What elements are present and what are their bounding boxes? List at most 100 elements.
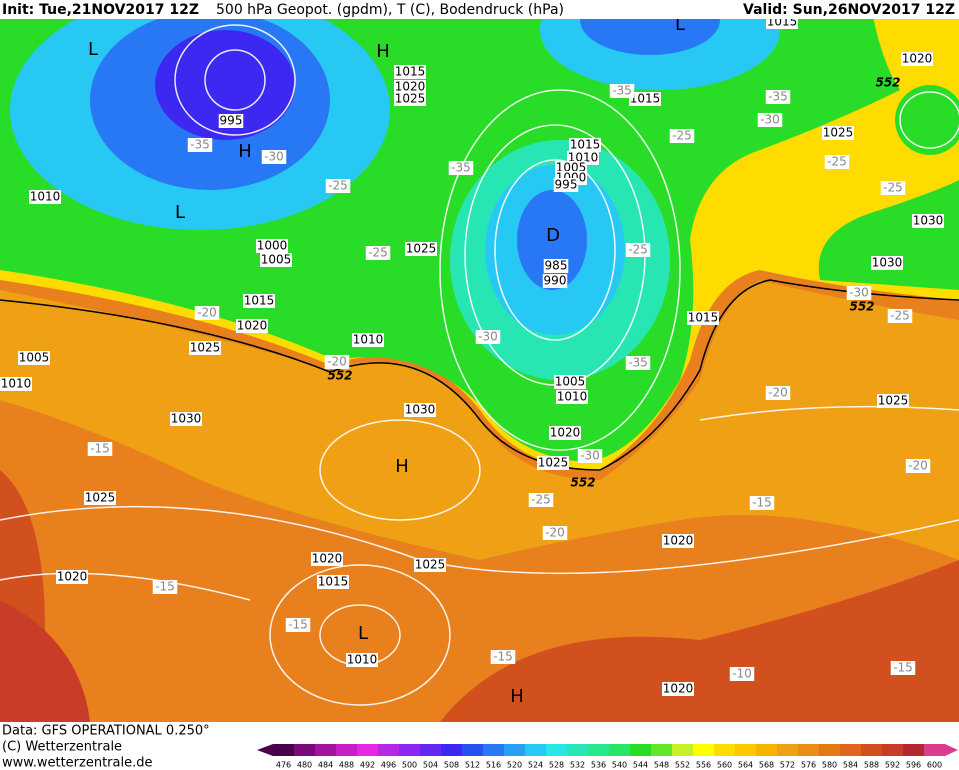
colorbar-label: 480 xyxy=(297,761,312,770)
colorbar-label: 552 xyxy=(675,761,690,770)
label-box xyxy=(822,126,854,140)
temperature-label: -15 xyxy=(90,442,110,456)
map-labels: L HHLDHLHL1015102010259951010100010051015… xyxy=(0,14,944,707)
pressure-center: H xyxy=(376,41,390,62)
temperature-label: -25 xyxy=(368,246,388,260)
label-box xyxy=(662,682,694,696)
label-box xyxy=(625,356,651,370)
temperature-label: -35 xyxy=(451,161,471,175)
colorbar-label: 556 xyxy=(696,761,711,770)
label-box xyxy=(887,309,913,323)
label-box xyxy=(0,377,32,391)
isobar-label: 1005 xyxy=(261,253,292,267)
colorbar-cell xyxy=(525,744,546,756)
label-box xyxy=(405,242,437,256)
label-box xyxy=(554,375,586,389)
isobar-label: 1005 xyxy=(19,351,50,365)
label-box xyxy=(394,65,426,79)
isobar-label: 1030 xyxy=(405,403,436,417)
isobar-label: 1020 xyxy=(550,426,581,440)
temperature-label: -10 xyxy=(732,667,752,681)
label-box xyxy=(394,92,426,106)
temperature-label: -25 xyxy=(628,243,648,257)
label-box xyxy=(170,412,202,426)
colorbar-label: 568 xyxy=(759,761,774,770)
label-box xyxy=(87,442,113,456)
label-box xyxy=(543,259,569,273)
isobar-label: 1020 xyxy=(663,534,694,548)
isobar-label: 995 xyxy=(220,114,243,128)
isobar-label: 1025 xyxy=(538,456,569,470)
label-box xyxy=(317,575,349,589)
colorbar-label: 508 xyxy=(444,761,459,770)
isobar-label: 1010 xyxy=(30,190,61,204)
isobar-label: 1025 xyxy=(190,341,221,355)
isobar-label: 1020 xyxy=(395,80,426,94)
colorbar-label: 524 xyxy=(528,761,543,770)
temperature-label: -20 xyxy=(768,386,788,400)
colorbar-cell xyxy=(798,744,819,756)
isobar-label: 985 xyxy=(545,259,568,273)
label-box xyxy=(542,526,568,540)
height-label: 552 xyxy=(875,76,900,90)
colorbar-cell xyxy=(273,744,294,756)
colorbar-label: 512 xyxy=(465,761,480,770)
colorbar: 476 480 484 488 492 496 500 504 508 512 516 520 524 5… xyxy=(257,744,958,770)
pressure-center: H xyxy=(238,141,252,162)
colorbar-cell xyxy=(693,744,714,756)
label-box xyxy=(824,155,850,169)
label-box xyxy=(757,113,783,127)
isobar-label: 1030 xyxy=(913,214,944,228)
label-box xyxy=(890,661,916,675)
pressure-center: L xyxy=(675,14,685,35)
label-box xyxy=(569,138,601,152)
isobar-label: 990 xyxy=(544,274,567,288)
pressure-center: L xyxy=(175,202,185,223)
label-box xyxy=(749,496,775,510)
isobar-label: 1010 xyxy=(353,333,384,347)
temperature-label: -30 xyxy=(849,286,869,300)
label-box xyxy=(256,239,288,253)
colorbar-cell xyxy=(651,744,672,756)
label-box xyxy=(765,386,791,400)
isobar-label: 1010 xyxy=(557,390,588,404)
init-time: Init: Tue,21NOV2017 12Z xyxy=(2,2,199,18)
isobar-label: 1025 xyxy=(878,394,909,408)
isobar-label: 1015 xyxy=(570,138,601,152)
isobar-label: 1020 xyxy=(237,319,268,333)
pressure-center: L xyxy=(88,39,98,60)
label-box xyxy=(84,491,116,505)
colorbar-cell xyxy=(819,744,840,756)
map-title: 500 hPa Geopot. (gpdm), T (C), Bodendruc… xyxy=(216,2,564,18)
label-box xyxy=(311,552,343,566)
height-label: 552 xyxy=(570,476,595,490)
label-box xyxy=(542,274,568,288)
map-background xyxy=(0,0,959,722)
colorbar-cell xyxy=(840,744,861,756)
temperature-label: -20 xyxy=(327,355,347,369)
colorbar-label: 516 xyxy=(486,761,501,770)
colorbar-label: 576 xyxy=(801,761,816,770)
isobar-label: 1020 xyxy=(312,552,343,566)
label-box xyxy=(324,355,350,369)
colorbar-label: 532 xyxy=(570,761,585,770)
label-box xyxy=(662,534,694,548)
valid-time: Valid: Sun,26NOV2017 12Z xyxy=(743,2,955,18)
temperature-label: -35 xyxy=(628,356,648,370)
temperature-label: -25 xyxy=(672,129,692,143)
colorbar-cell xyxy=(567,744,588,756)
colorbar-label: 484 xyxy=(318,761,333,770)
isobar-label: 1015 xyxy=(244,294,275,308)
colorbar-label: 476 xyxy=(276,761,291,770)
height-label: 552 xyxy=(327,369,352,383)
isobar-label: 1010 xyxy=(347,653,378,667)
colorbar-cell xyxy=(903,744,924,756)
isobar-label: 1015 xyxy=(395,65,426,79)
label-box xyxy=(687,311,719,325)
temperature-label: -30 xyxy=(478,330,498,344)
label-box xyxy=(325,179,351,193)
label-box xyxy=(880,181,906,195)
colorbar-cell xyxy=(462,744,483,756)
temperature-label: -25 xyxy=(827,155,847,169)
pressure-center: L xyxy=(358,623,368,644)
